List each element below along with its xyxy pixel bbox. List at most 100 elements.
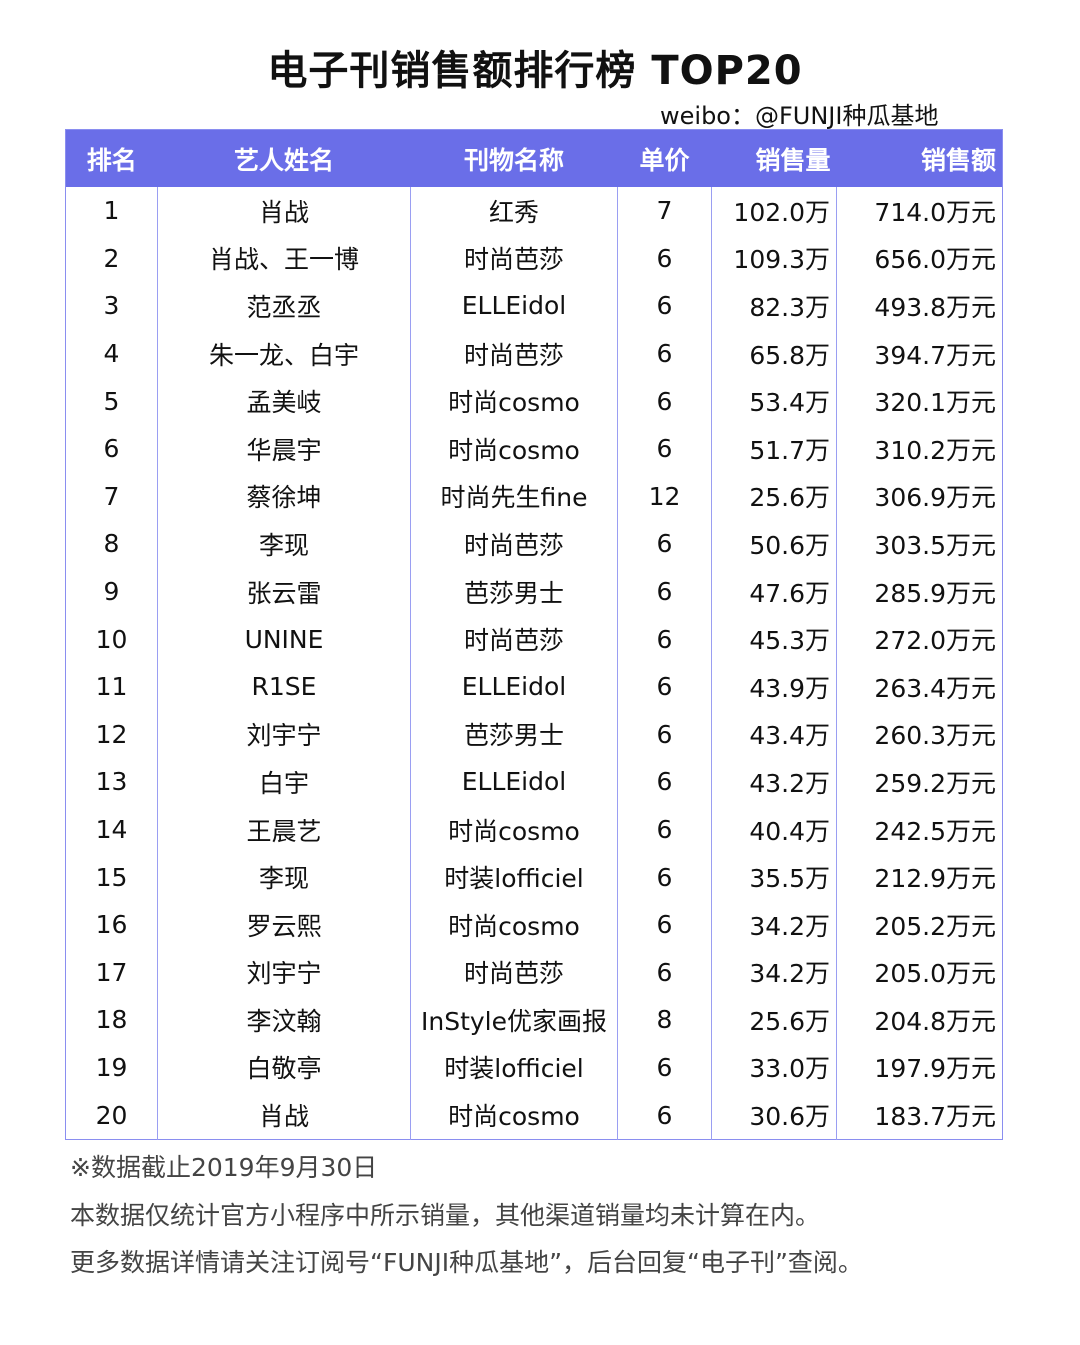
header-price: 单价 [617,129,712,187]
cell-sales-volume: 51.7万 [711,424,837,473]
cell-publication: ELLEidol [410,758,618,806]
cell-revenue: 310.2万元 [836,424,1003,473]
cell-price: 6 [617,615,712,663]
table-row: 12 刘宇宁 芭莎男士 6 43.4万 260.3万元 [66,710,1003,759]
cell-rank: 11 [95,672,128,702]
cell-revenue: 183.7万元 [836,1091,1003,1140]
cell-rank: 9 [103,577,120,607]
cell-rank: 3 [103,291,120,321]
cell-rank: 15 [95,862,128,892]
cell-publication: 红秀 [410,187,618,235]
header-rank: 排名 [65,129,158,187]
cell-publication: 芭莎男士 [410,710,618,759]
table-row: 2 肖战、王一博 时尚芭莎 6 109.3万 656.0万元 [66,234,1003,283]
table-row: 3 范丞丞 ELLEidol 6 82.3万 493.8万元 [66,282,1003,330]
cell-publication: 时尚cosmo [410,900,618,949]
table-row: 15 李现 时装lofficiel 6 35.5万 212.9万元 [66,853,1003,901]
header-artist: 艺人姓名 [157,129,411,187]
cell-revenue: 204.8万元 [836,996,1003,1044]
cell-price: 6 [617,567,712,616]
cell-sales-volume: 34.2万 [711,900,837,949]
cell-price: 6 [617,1091,712,1140]
cell-revenue: 205.2万元 [836,900,1003,949]
cell-revenue: 493.8万元 [836,282,1003,330]
cell-rank: 8 [103,529,120,559]
cell-revenue: 205.0万元 [836,948,1003,997]
cell-rank: 13 [95,767,128,797]
cell-publication: ELLEidol [410,662,618,711]
cell-sales-volume: 47.6万 [711,567,837,616]
cell-price: 6 [617,282,712,330]
cell-sales-volume: 43.2万 [711,758,837,806]
cell-revenue: 260.3万元 [836,710,1003,759]
table-row: 13 白宇 ELLEidol 6 43.2万 259.2万元 [66,758,1003,806]
cell-artist: 范丞丞 [157,282,411,330]
table-row: 16 罗云熙 时尚cosmo 6 34.2万 205.2万元 [66,900,1003,949]
cell-sales-volume: 65.8万 [711,329,837,378]
cell-artist: 孟美岐 [157,377,411,425]
cell-price: 6 [617,900,712,949]
cell-publication: 时尚先生fine [410,472,618,521]
cell-sales-volume: 82.3万 [711,282,837,330]
cell-sales-volume: 43.9万 [711,662,837,711]
cell-artist: 张云雷 [157,567,411,616]
cell-sales-volume: 102.0万 [711,187,837,235]
cell-publication: 时尚cosmo [410,805,618,854]
table-row: 17 刘宇宁 时尚芭莎 6 34.2万 205.0万元 [66,948,1003,997]
cell-price: 6 [617,758,712,806]
table-row: 1 肖战 红秀 7 102.0万 714.0万元 [66,187,1003,235]
cell-rank: 1 [103,196,120,226]
table-row: 19 白敬亭 时装lofficiel 6 33.0万 197.9万元 [66,1043,1003,1092]
cell-revenue: 714.0万元 [836,187,1003,235]
cell-sales-volume: 50.6万 [711,520,837,568]
header-publication: 刊物名称 [410,129,618,187]
table-row: 7 蔡徐坤 时尚先生fine 12 25.6万 306.9万元 [66,472,1003,521]
cell-price: 6 [617,377,712,425]
cell-artist: 李现 [157,520,411,568]
cell-sales-volume: 43.4万 [711,710,837,759]
date-note: ※数据截止2019年9月30日 [70,1153,378,1182]
cell-artist: 王晨艺 [157,805,411,854]
table-row: 6 华晨宇 时尚cosmo 6 51.7万 310.2万元 [66,424,1003,473]
cell-publication: 时尚芭莎 [410,234,618,283]
cell-price: 7 [617,187,712,235]
table-row: 14 王晨艺 时尚cosmo 6 40.4万 242.5万元 [66,805,1003,854]
cell-revenue: 212.9万元 [836,853,1003,901]
cell-rank: 5 [103,386,120,416]
cell-sales-volume: 25.6万 [711,472,837,521]
cell-revenue: 197.9万元 [836,1043,1003,1092]
cell-revenue: 306.9万元 [836,472,1003,521]
cell-sales-volume: 109.3万 [711,234,837,283]
table-row: 10 UNINE 时尚芭莎 6 45.3万 272.0万元 [66,615,1003,663]
cell-artist: 蔡徐坤 [157,472,411,521]
cell-rank: 16 [95,910,128,940]
cell-price: 6 [617,520,712,568]
cell-artist: 李现 [157,853,411,901]
cell-sales-volume: 45.3万 [711,615,837,663]
cell-revenue: 263.4万元 [836,662,1003,711]
cell-artist: 肖战 [157,1091,411,1140]
cell-publication: 时尚芭莎 [410,520,618,568]
cell-price: 6 [617,1043,712,1092]
cell-revenue: 242.5万元 [836,805,1003,854]
cell-artist: R1SE [157,662,411,711]
cell-artist: UNINE [157,615,411,663]
cell-artist: 朱一龙、白宇 [157,329,411,378]
cell-publication: 时尚cosmo [410,377,618,425]
cell-artist: 肖战 [157,187,411,235]
weibo-handle: weibo：@FUNJI种瓜基地 [660,102,939,130]
cell-price: 6 [617,329,712,378]
cell-rank: 7 [103,481,120,511]
cell-sales-volume: 34.2万 [711,948,837,997]
cell-revenue: 259.2万元 [836,758,1003,806]
table-row: 8 李现 时尚芭莎 6 50.6万 303.5万元 [66,520,1003,568]
cell-rank: 19 [95,1052,128,1082]
cell-revenue: 656.0万元 [836,234,1003,283]
cell-price: 6 [617,234,712,283]
table-row: 4 朱一龙、白宇 时尚芭莎 6 65.8万 394.7万元 [66,329,1003,378]
scope-note: 本数据仅统计官方小程序中所示销量，其他渠道销量均未计算在内。 [70,1201,821,1230]
cell-publication: 芭莎男士 [410,567,618,616]
cell-price: 6 [617,805,712,854]
cell-artist: 白敬亭 [157,1043,411,1092]
cell-sales-volume: 30.6万 [711,1091,837,1140]
